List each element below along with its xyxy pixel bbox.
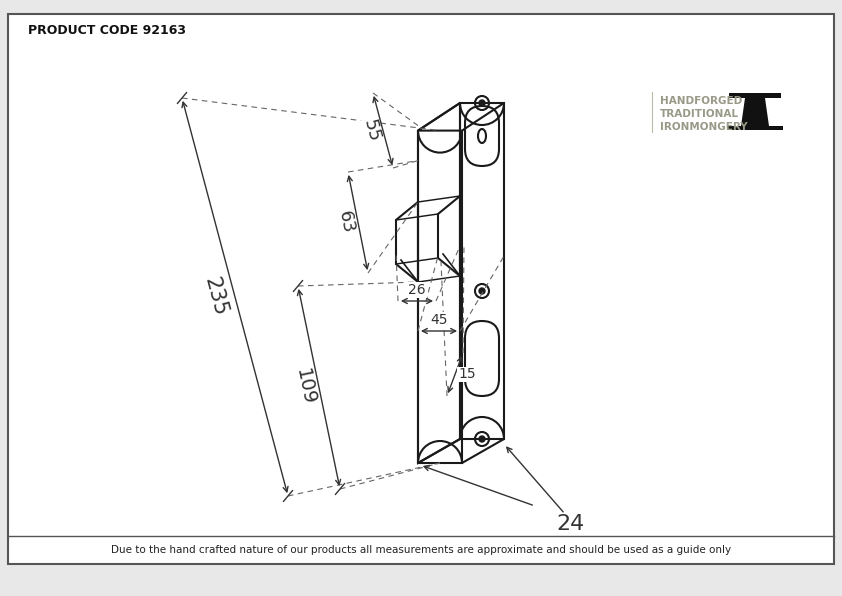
Text: 63: 63	[335, 210, 357, 235]
Polygon shape	[729, 93, 781, 98]
Text: PRODUCT CODE 92163: PRODUCT CODE 92163	[28, 23, 186, 36]
Text: HANDFORGED: HANDFORGED	[660, 96, 743, 106]
Circle shape	[479, 436, 485, 442]
Text: 15: 15	[458, 368, 476, 381]
Text: 45: 45	[430, 313, 448, 327]
Circle shape	[479, 288, 485, 294]
Polygon shape	[741, 98, 769, 126]
Text: Due to the hand crafted nature of our products all measurements are approximate : Due to the hand crafted nature of our pr…	[111, 545, 731, 555]
Polygon shape	[727, 126, 783, 130]
Text: 55: 55	[360, 117, 382, 144]
Text: 235: 235	[200, 275, 230, 319]
Text: 109: 109	[292, 368, 318, 408]
Text: 24: 24	[556, 514, 584, 534]
Text: TRADITIONAL: TRADITIONAL	[660, 109, 739, 119]
Text: IRONMONGERY: IRONMONGERY	[660, 122, 748, 132]
Circle shape	[479, 100, 485, 106]
FancyBboxPatch shape	[8, 14, 834, 564]
Text: 26: 26	[408, 283, 426, 297]
